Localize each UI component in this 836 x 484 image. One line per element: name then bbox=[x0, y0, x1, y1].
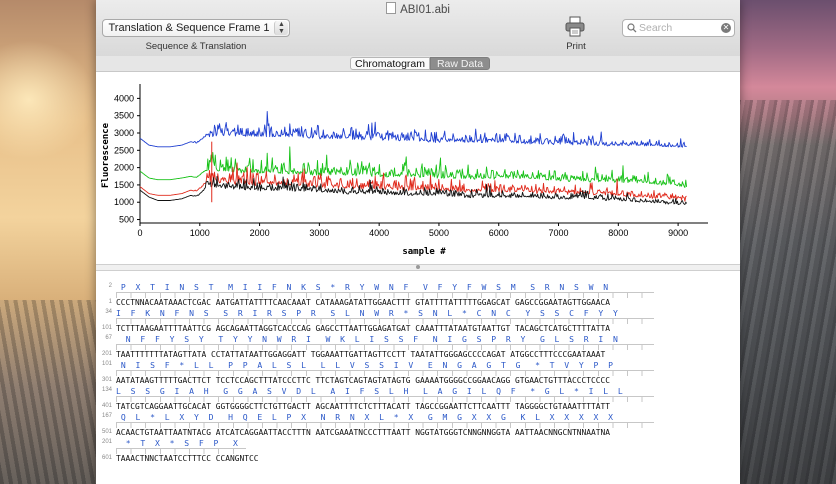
sequence-panel: 2 P X T I N S T M I I F N K S * R Y W N … bbox=[96, 272, 740, 484]
nucleotide-sequence: AATATAAGTTTTTGACTTCT TCCTCCAGCTTTATCCCTT… bbox=[116, 376, 611, 385]
search-input[interactable] bbox=[639, 21, 719, 35]
print-label: Print bbox=[566, 41, 586, 52]
app-window: ABI01.abi Translation & Sequence Frame 1… bbox=[96, 0, 740, 484]
desktop-wallpaper-right bbox=[738, 0, 836, 484]
amino-acid-sequence: * T X * S F P X bbox=[116, 438, 238, 448]
chromatogram-chart: 500 1000 1500 2000 2500 3000 3500 4000 0 1000 2000… bbox=[101, 84, 708, 257]
amino-acid-sequence: Q L * L X Y D H Q E L P X N R N X L * X … bbox=[116, 412, 614, 422]
nucleotide-sequence: TAATTTTTTTATAGTTATA CCTATTATAATTGGAGGATT… bbox=[116, 350, 606, 359]
nucleotide-position: 501 bbox=[101, 429, 112, 435]
x-tick-label: 6000 bbox=[489, 228, 509, 238]
amino-acid-sequence: P X T I N S T M I I F N K S * R Y W N F … bbox=[116, 282, 609, 292]
nucleotide-position: 601 bbox=[101, 455, 112, 461]
y-tick-label: 2500 bbox=[114, 145, 134, 155]
amino-acid-position: 134 bbox=[101, 387, 112, 393]
nucleotide-sequence: TCTTTAAGAATTTTAATTCG AGCAGAATTAGGTCACCCA… bbox=[116, 324, 611, 333]
x-tick-label: 1000 bbox=[190, 228, 210, 238]
codon-brackets bbox=[116, 318, 654, 324]
amino-acid-sequence: I F K N F N S S R I R S P R S L N W R * … bbox=[116, 308, 618, 318]
wallpaper-cloud bbox=[0, 40, 96, 160]
chromatogram-panel: 500 1000 1500 2000 2500 3000 3500 4000 0 1000 2000… bbox=[96, 72, 740, 264]
trace-line-2 bbox=[139, 146, 688, 188]
x-tick-label: 2000 bbox=[250, 228, 270, 238]
nucleotide-sequence: TAAACTNNCTAATCCTTTCC CCANGNTCC bbox=[116, 454, 259, 463]
clear-icon[interactable]: ✕ bbox=[721, 23, 731, 33]
window-title-text: ABI01.abi bbox=[400, 4, 450, 16]
document-icon bbox=[386, 2, 397, 14]
x-tick-label: 7000 bbox=[549, 228, 569, 238]
frame-popup-label: Translation & Sequence Frame 1 bbox=[108, 22, 270, 34]
magnifier-icon bbox=[627, 23, 637, 33]
y-tick-label: 1000 bbox=[114, 197, 134, 207]
chevron-updown-icon: ▲ ▼ bbox=[274, 21, 288, 35]
x-tick-label: 3000 bbox=[309, 228, 329, 238]
window-title: ABI01.abi bbox=[96, 2, 740, 16]
x-tick-label: 8000 bbox=[608, 228, 628, 238]
nucleotide-position: 1 bbox=[108, 299, 112, 305]
y-tick-label: 1500 bbox=[114, 180, 134, 190]
frame-popup-button[interactable]: Translation & Sequence Frame 1 ▲ ▼ bbox=[102, 19, 290, 37]
x-tick-label: 5000 bbox=[429, 228, 449, 238]
amino-acid-sequence: N I S F * L L P P A L S L L L V S S I V … bbox=[116, 360, 614, 370]
amino-acid-sequence: N F F Y S Y T Y Y N W R I W K L I S S F … bbox=[116, 334, 618, 344]
amino-acid-position: 34 bbox=[105, 309, 112, 315]
codon-brackets bbox=[116, 370, 654, 376]
y-tick-label: 3000 bbox=[114, 128, 134, 138]
divider-grip-icon bbox=[416, 265, 420, 269]
wallpaper-rock-right bbox=[738, 100, 836, 484]
amino-acid-sequence: L S S G I A H G G A S V D L A I F S L H … bbox=[116, 386, 623, 396]
amino-acid-position: 2 bbox=[108, 283, 112, 289]
codon-brackets bbox=[116, 422, 654, 428]
y-tick-label: 500 bbox=[119, 215, 134, 225]
tab-chromatogram[interactable]: Chromatogram bbox=[350, 57, 430, 70]
y-tick-label: 2000 bbox=[114, 163, 134, 173]
search-field[interactable]: ✕ bbox=[622, 19, 735, 37]
codon-brackets bbox=[116, 396, 654, 402]
x-tick-label: 4000 bbox=[369, 228, 389, 238]
frame-popup-caption: Sequence & Translation bbox=[145, 41, 247, 52]
amino-acid-position: 67 bbox=[105, 335, 112, 341]
split-divider[interactable] bbox=[96, 264, 740, 271]
codon-brackets bbox=[116, 292, 654, 298]
nucleotide-sequence: ACAACTGTAATTAATNTACG ATCATCAGGAATTACCTTT… bbox=[116, 428, 611, 437]
printer-icon bbox=[565, 16, 585, 37]
nucleotide-sequence: TATCGTCAGGAATTGCACAT GGTGGGGCTTCTGTTGACT… bbox=[116, 402, 611, 411]
nucleotide-position: 301 bbox=[101, 377, 112, 383]
y-axis-label: Fluorescence bbox=[101, 122, 111, 188]
codon-brackets bbox=[116, 448, 246, 454]
nucleotide-position: 101 bbox=[101, 325, 112, 331]
view-tabs: Chromatogram Raw Data bbox=[96, 56, 740, 72]
tab-raw-data[interactable]: Raw Data bbox=[430, 57, 490, 70]
print-button[interactable] bbox=[562, 16, 588, 43]
x-axis-label: sample # bbox=[402, 247, 446, 257]
y-tick-label: 3500 bbox=[114, 111, 134, 121]
nucleotide-sequence: CCCTNNACAATAAACTCGAC AATGATTATTTTCAACAAA… bbox=[116, 298, 611, 307]
wallpaper-rock-left bbox=[0, 300, 96, 484]
amino-acid-position: 101 bbox=[101, 361, 112, 367]
nucleotide-position: 401 bbox=[101, 403, 112, 409]
trace-line-1 bbox=[139, 111, 687, 148]
toolbar: ABI01.abi Translation & Sequence Frame 1… bbox=[96, 0, 740, 57]
codon-brackets bbox=[116, 344, 654, 350]
y-tick-label: 4000 bbox=[114, 93, 134, 103]
amino-acid-position: 167 bbox=[101, 413, 112, 419]
x-tick-label: 9000 bbox=[668, 228, 688, 238]
trace-line-4 bbox=[139, 175, 687, 206]
x-tick-label: 0 bbox=[137, 228, 142, 238]
amino-acid-position: 201 bbox=[101, 439, 112, 445]
trace-line-3 bbox=[139, 162, 687, 202]
nucleotide-position: 201 bbox=[101, 351, 112, 357]
